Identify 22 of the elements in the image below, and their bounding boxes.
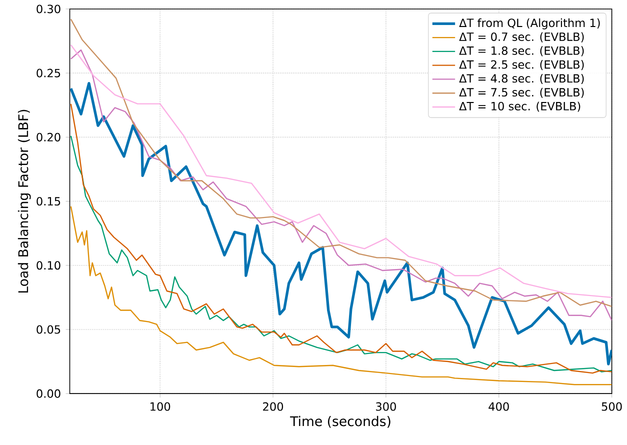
line-series: [70, 206, 612, 386]
legend-label: ΔT = 0.7 sec. (EVBLB): [459, 32, 584, 42]
y-axis-title: Load Balancing Factor (LBF): [18, 110, 31, 292]
legend-label: ΔT = 4.8 sec. (EVBLB): [459, 74, 584, 84]
x-axis-title: Time (seconds): [290, 416, 390, 428]
y-tick-label: 0.15: [36, 196, 60, 206]
y-tick-label: 0.20: [36, 132, 60, 142]
y-tick-label: 0.25: [36, 68, 60, 78]
y-tick-label: 0.30: [36, 4, 60, 14]
x-tick-label: 100: [150, 402, 170, 411]
x-tick-label: 500: [602, 402, 622, 411]
legend-label: ΔT = 2.5 sec. (EVBLB): [459, 60, 584, 70]
y-tick-label: 0.00: [36, 389, 60, 398]
x-tick-label: 200: [263, 402, 284, 411]
legend-label: ΔT = 7.5 sec. (EVBLB): [459, 88, 584, 98]
x-tick-label: 400: [488, 402, 509, 411]
legend-label: ΔT = 1.8 sec. (EVBLB): [459, 46, 584, 56]
legend-label: ΔT from QL (Algorithm 1): [459, 18, 600, 30]
y-tick-label: 0.10: [36, 260, 60, 270]
x-tick-label: 300: [376, 402, 396, 411]
legend-label: ΔT = 10 sec. (EVBLB): [459, 102, 580, 112]
y-tick-label: 0.05: [36, 325, 60, 334]
